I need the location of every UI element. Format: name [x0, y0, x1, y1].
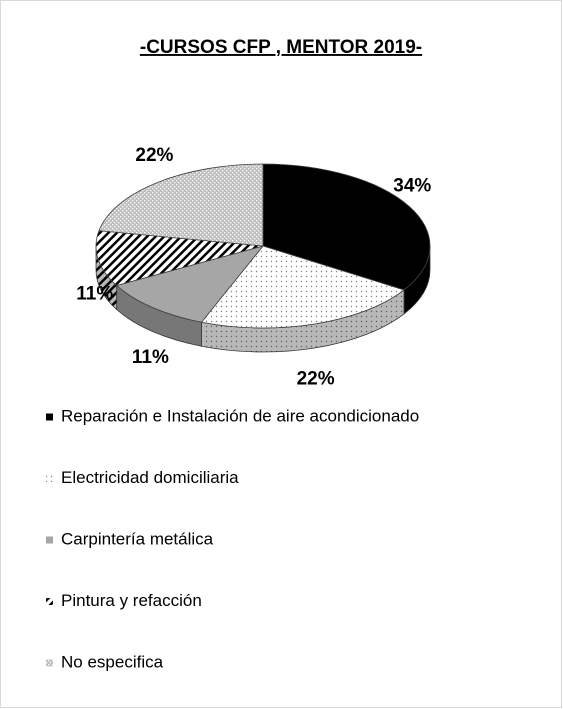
- legend-label: Reparación e Instalación de aire acondic…: [61, 406, 419, 425]
- legend-swatch: [46, 536, 53, 544]
- slice: [98, 163, 264, 247]
- data-label: 34%: [393, 176, 431, 197]
- legend-swatch: [46, 413, 53, 421]
- legend-swatch: [46, 475, 53, 482]
- legend-label: Carpintería metálica: [61, 529, 214, 548]
- slice-shade: [404, 246, 430, 314]
- slice: [200, 245, 405, 329]
- data-label: 22%: [297, 368, 335, 389]
- legend-label: Electricidad domiciliaria: [61, 468, 239, 487]
- slice: [95, 230, 264, 286]
- legend-label: Pintura y refacción: [61, 591, 202, 610]
- chart-title: -CURSOS CFP , MENTOR 2019-: [140, 37, 422, 58]
- legend-label: No especifica: [61, 652, 164, 671]
- legend-swatch: [46, 659, 53, 667]
- data-label: 11%: [132, 347, 169, 368]
- legend-swatch: [46, 598, 53, 605]
- slice: [262, 163, 431, 291]
- slice: [115, 245, 265, 323]
- data-label: 22%: [135, 145, 173, 166]
- slice-shade: [201, 289, 405, 352]
- slice-shade: [96, 246, 117, 310]
- data-label: 11%: [76, 284, 113, 305]
